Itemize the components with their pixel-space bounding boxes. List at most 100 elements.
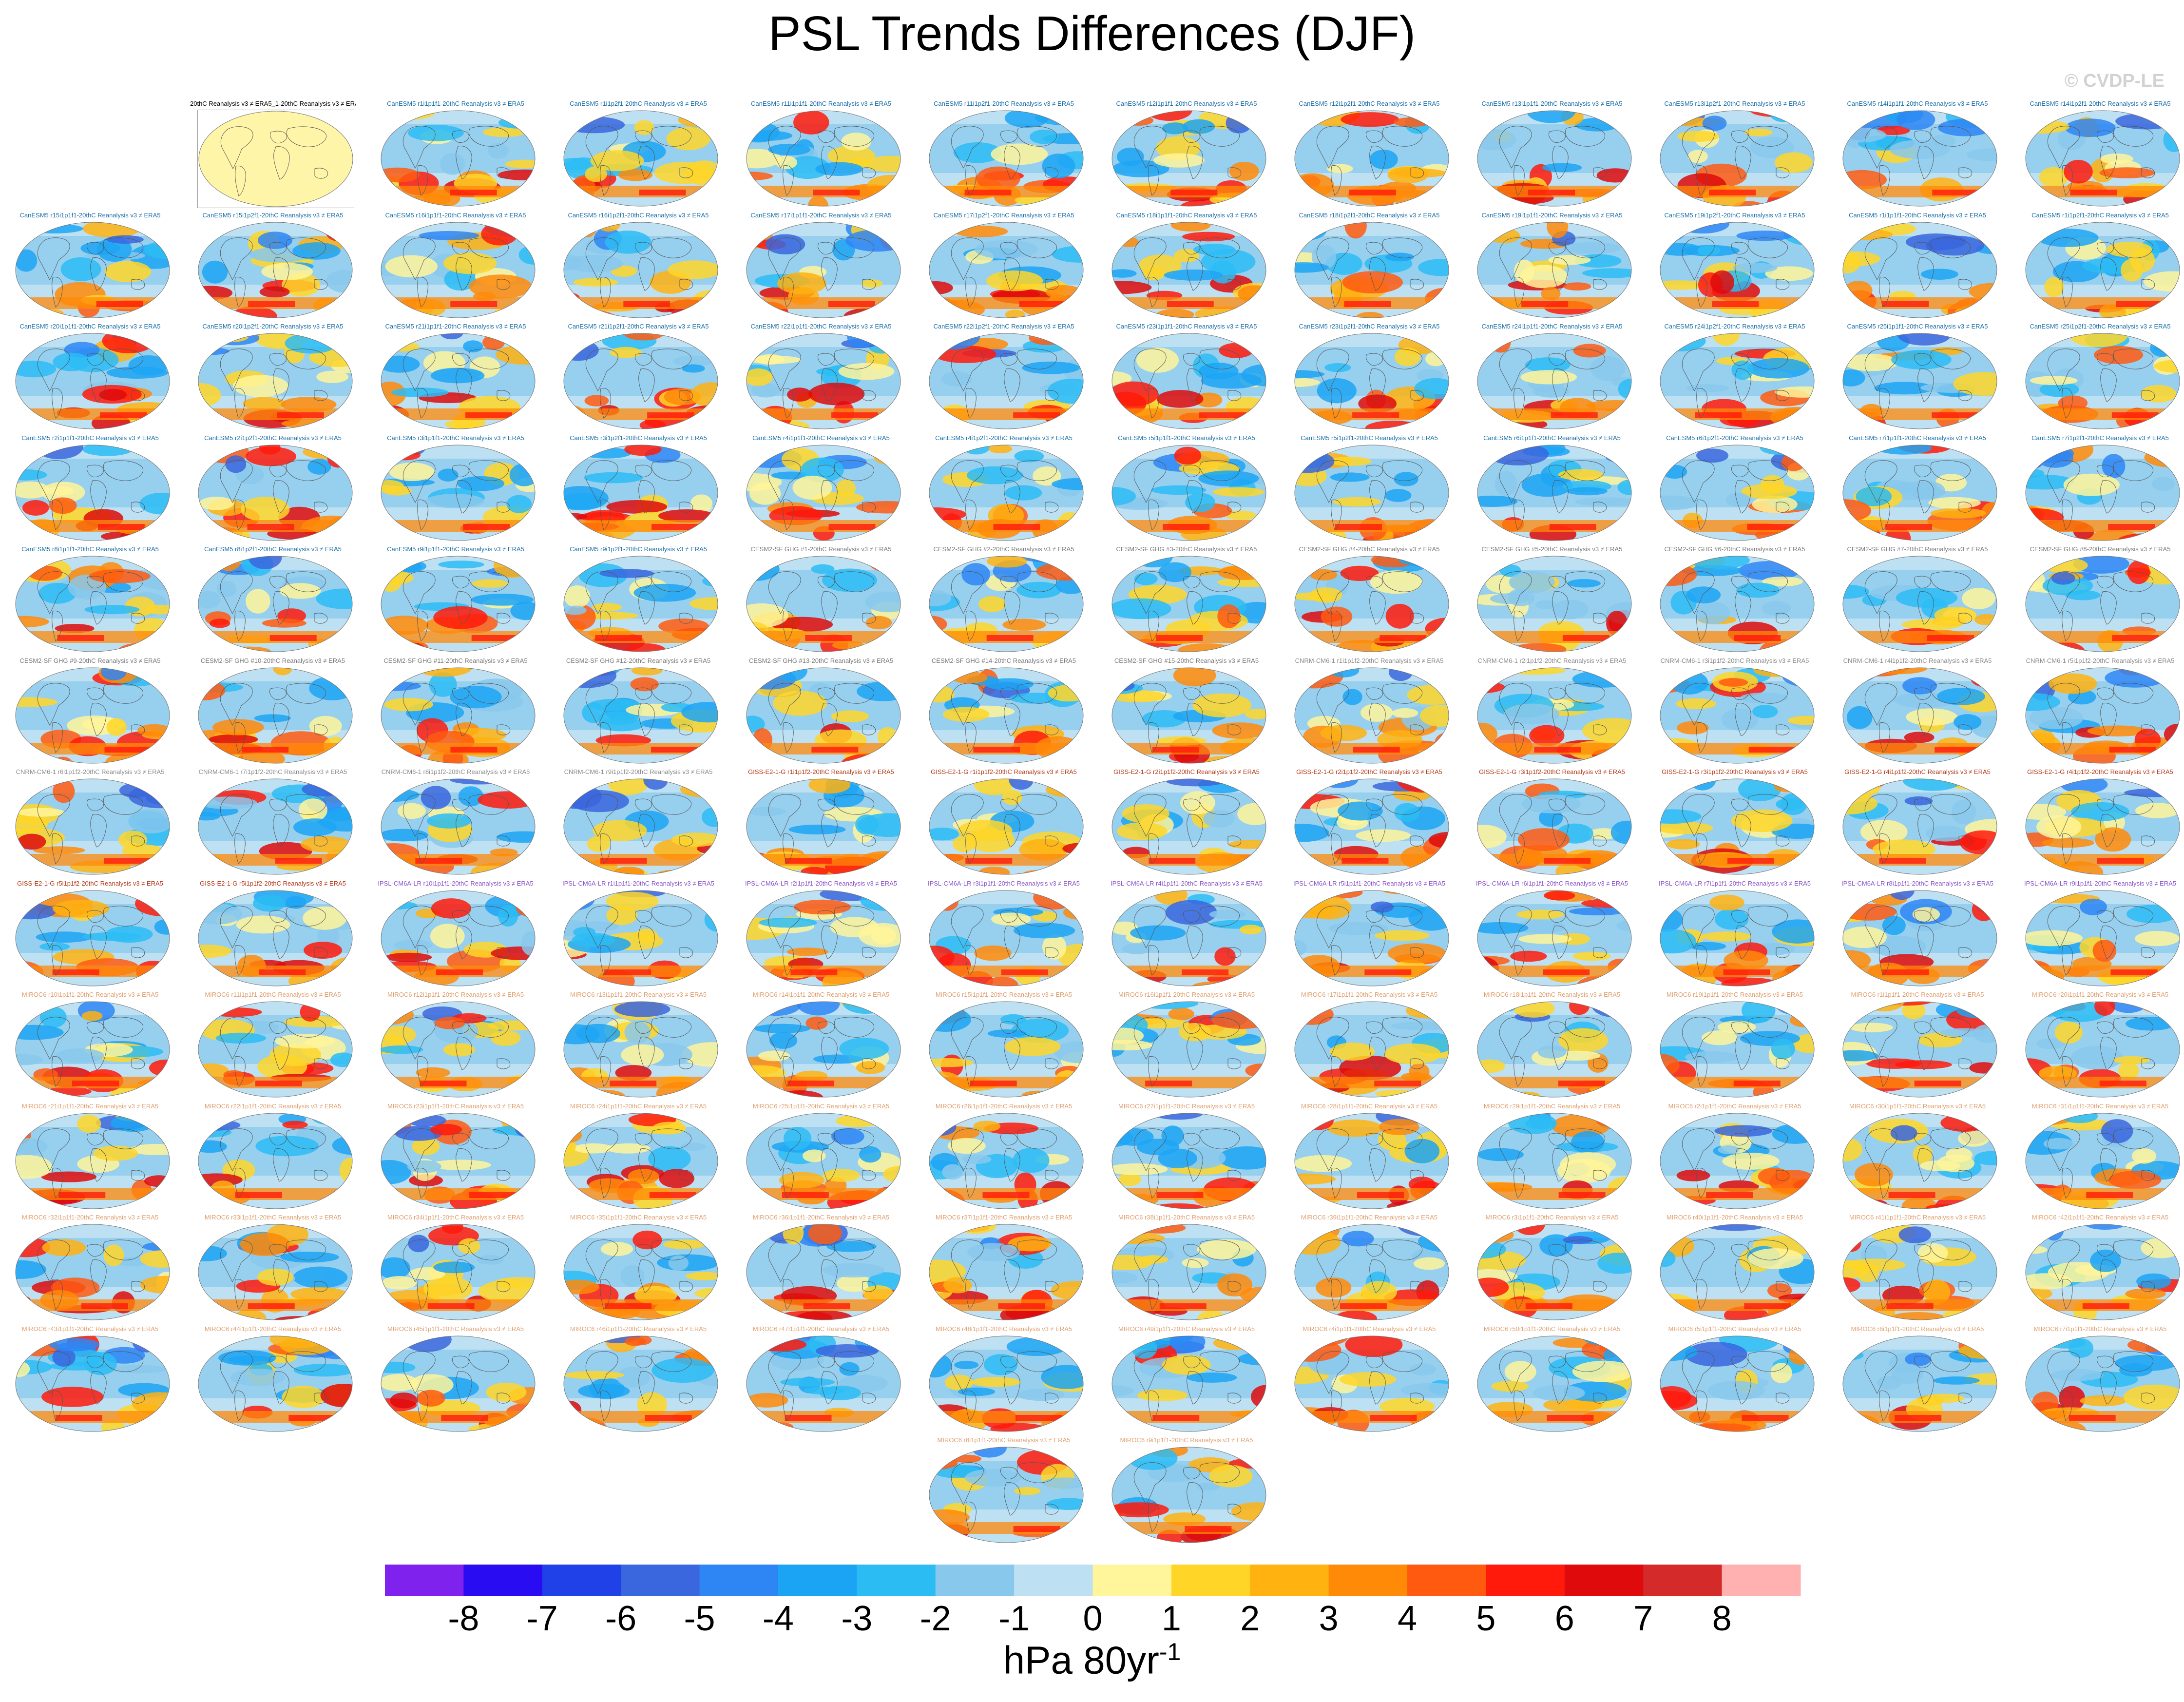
map-panel: IPSL-CM6A-LR r8i1p1f1-20thC Reanalysis v…	[1835, 880, 2000, 989]
map-outline	[1294, 890, 1449, 986]
map-field	[16, 333, 170, 429]
map-outline	[2025, 1113, 2180, 1209]
map-plot	[1111, 890, 1266, 986]
map-field	[198, 556, 352, 652]
map-plot	[2025, 1113, 2180, 1209]
map-panel: IPSL-CM6A-LR r9i1p1f1-20thC Reanalysis v…	[2017, 880, 2183, 989]
map-field	[1477, 333, 1631, 429]
map-plot	[381, 110, 536, 207]
colorbar-tick-label: -5	[684, 1599, 715, 1638]
map-panel: CanESM5 r1i1p1f1-20thC Reanalysis v3 ≠ E…	[1835, 212, 2000, 321]
map-plot	[1477, 778, 1632, 875]
map-panel: MIROC6 r8i1p1f1-20thC Reanalysis v3 ≠ ER…	[921, 1436, 1087, 1546]
map-field	[1112, 779, 1266, 874]
map-panel: CanESM5 r24i1p1f1-20thC Reanalysis v3 ≠ …	[1469, 323, 1635, 432]
map-outline	[15, 890, 170, 986]
panel-title: CESM2-SF GHG #8-20thC Reanalysis v3 ≠ ER…	[2030, 545, 2171, 553]
map-plot	[1842, 667, 1997, 763]
map-panel: CESM2-SF GHG #13-20thC Reanalysis v3 ≠ E…	[738, 657, 904, 767]
map-plot	[198, 1113, 353, 1209]
map-outline	[1294, 110, 1449, 207]
map-field	[1477, 1113, 1631, 1209]
panel-title: CanESM5 r4i1p1f1-20thC Reanalysis v3 ≠ E…	[752, 434, 890, 442]
map-outline	[1294, 222, 1449, 318]
map-panel: IPSL-CM6A-LR r10i1p1f1-20thC Reanalysis …	[373, 880, 538, 989]
map-plot	[1294, 667, 1449, 763]
map-outline	[198, 1335, 353, 1431]
map-panel: MIROC6 r22i1p1f1-20thC Reanalysis v3 ≠ E…	[190, 1102, 356, 1212]
map-panel: MIROC6 r2i1p1f1-20thC Reanalysis v3 ≠ ER…	[1652, 1102, 1818, 1212]
panel-title: CanESM5 r1i1p2f1-20thC Reanalysis v3 ≠ E…	[2031, 211, 2169, 219]
map-panel: MIROC6 r23i1p1f1-20thC Reanalysis v3 ≠ E…	[373, 1102, 538, 1212]
map-outline	[563, 222, 718, 318]
map-field	[381, 222, 535, 318]
map-outline	[1842, 1335, 1997, 1431]
map-field	[929, 556, 1083, 652]
map-field	[747, 1002, 900, 1097]
map-outline	[1294, 556, 1449, 652]
panel-title: MIROC6 r19i1p1f1-20thC Reanalysis v3 ≠ E…	[1666, 991, 1803, 998]
map-field	[381, 111, 535, 206]
map-panel: CanESM5 r22i1p2f1-20thC Reanalysis v3 ≠ …	[921, 323, 1087, 432]
map-plot	[1842, 1224, 1997, 1320]
map-plot	[15, 1224, 170, 1320]
map-panel: MIROC6 r29i1p1f1-20thC Reanalysis v3 ≠ E…	[1469, 1102, 1635, 1212]
map-field	[381, 1002, 535, 1097]
map-outline	[563, 110, 718, 207]
map-panel: CESM2-SF GHG #1-20thC Reanalysis v3 ≠ ER…	[738, 545, 904, 655]
map-field	[1660, 333, 1814, 429]
map-panel: CanESM5 r18i1p2f1-20thC Reanalysis v3 ≠ …	[1286, 212, 1452, 321]
map-outline	[1842, 667, 1997, 763]
map-field	[1477, 445, 1631, 541]
map-field	[1660, 222, 1814, 318]
map-outline	[1111, 1113, 1266, 1209]
map-field	[1843, 1113, 1997, 1209]
map-plot	[198, 1001, 353, 1098]
panel-title: CESM2-SF GHG #5-20thC Reanalysis v3 ≠ ER…	[1481, 545, 1623, 553]
map-field	[198, 333, 352, 429]
map-panel: CESM2-SF GHG #6-20thC Reanalysis v3 ≠ ER…	[1652, 545, 1818, 655]
map-field	[747, 111, 900, 206]
map-plot	[1111, 1113, 1266, 1209]
map-field	[1477, 890, 1631, 986]
panel-title: CanESM5 r11i1p1f1-20thC Reanalysis v3 ≠ …	[751, 100, 891, 107]
map-field	[564, 779, 718, 874]
panel-title: MIROC6 r23i1p1f1-20thC Reanalysis v3 ≠ E…	[387, 1102, 524, 1110]
panel-title: CanESM5 r7i1p2f1-20thC Reanalysis v3 ≠ E…	[2031, 434, 2169, 442]
map-field	[929, 1335, 1083, 1431]
map-field	[1112, 1113, 1266, 1209]
map-outline	[1477, 667, 1632, 763]
map-field	[198, 890, 352, 986]
map-panel: CanESM5 r6i1p2f1-20thC Reanalysis v3 ≠ E…	[1652, 434, 1818, 544]
map-panel: MIROC6 r28i1p1f1-20thC Reanalysis v3 ≠ E…	[1286, 1102, 1452, 1212]
map-panel: CanESM5 r14i1p1f1-20thC Reanalysis v3 ≠ …	[1835, 100, 2000, 210]
map-plot	[381, 1335, 536, 1431]
map-plot	[15, 667, 170, 763]
map-outline	[2025, 445, 2180, 541]
map-plot	[1294, 1224, 1449, 1320]
map-field	[929, 1447, 1083, 1543]
colorbar-swatch	[1250, 1565, 1329, 1596]
map-plot	[381, 1224, 536, 1320]
panel-title: CESM2-SF GHG #12-20thC Reanalysis v3 ≠ E…	[566, 657, 711, 664]
map-panel: CanESM5 r18i1p1f1-20thC Reanalysis v3 ≠ …	[1104, 212, 1269, 321]
map-outline	[563, 667, 718, 763]
map-outline	[1842, 1113, 1997, 1209]
panel-title: CanESM5 r12i1p1f1-20thC Reanalysis v3 ≠ …	[1116, 100, 1257, 107]
panel-title: CanESM5 r1i1p2f1-20thC Reanalysis v3 ≠ E…	[570, 100, 707, 107]
map-outline	[563, 890, 718, 986]
page-title: PSL Trends Differences (DJF)	[768, 6, 1416, 61]
map-panel: CanESM5 r3i1p2f1-20thC Reanalysis v3 ≠ E…	[556, 434, 721, 544]
panel-title: MIROC6 r50i1p1f1-20thC Reanalysis v3 ≠ E…	[1483, 1325, 1621, 1333]
map-panel: MIROC6 r24i1p1f1-20thC Reanalysis v3 ≠ E…	[556, 1102, 721, 1212]
panel-title: CNRM-CM6-1 r4i1p1f2-20thC Reanalysis v3 …	[1843, 657, 1992, 664]
map-field	[1660, 1002, 1814, 1097]
map-plot	[1842, 1335, 1997, 1431]
map-outline	[929, 667, 1084, 763]
map-plot	[563, 445, 718, 541]
map-panel: MIROC6 r15i1p1f1-20thC Reanalysis v3 ≠ E…	[921, 991, 1087, 1101]
map-field	[16, 1224, 170, 1320]
map-panel: IPSL-CM6A-LR r4i1p1f1-20thC Reanalysis v…	[1104, 880, 1269, 989]
colorbar-swatch	[1171, 1565, 1250, 1596]
map-outline	[929, 1335, 1084, 1431]
